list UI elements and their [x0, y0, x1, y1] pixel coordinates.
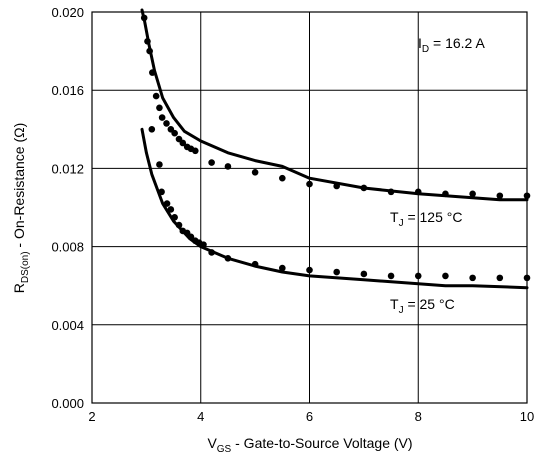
series-1-point-6	[175, 221, 183, 229]
series-0-point-19	[306, 180, 313, 188]
id-annotation: ID = 16.2 A	[418, 35, 485, 55]
grid	[92, 12, 527, 403]
series-0-point-21	[360, 184, 368, 192]
series-label-125c: TJ = 125 °C	[390, 209, 462, 229]
series-1-point-16	[279, 264, 286, 272]
x-tick-label-1: 4	[197, 409, 204, 424]
series-0-point-18	[279, 174, 286, 182]
series-1-point-22	[442, 272, 449, 280]
series-0-line	[140, 8, 529, 202]
series-0	[140, 8, 531, 202]
series-1-point-21	[414, 272, 422, 280]
x-tick-label-4: 10	[520, 409, 534, 424]
series-1-point-14	[224, 255, 232, 262]
series-0-point-25	[469, 190, 476, 198]
plot-frame	[91, 11, 528, 404]
series-1-point-2	[158, 188, 165, 196]
series-0-point-23	[414, 188, 422, 196]
series-0-point-7	[163, 120, 170, 127]
series-0-point-26	[496, 192, 504, 200]
series-1-point-12	[200, 241, 207, 248]
y-tick-label-1: 0.004	[51, 318, 84, 333]
series-0-point-17	[251, 169, 259, 176]
series-0-point-6	[158, 114, 166, 121]
series-1-point-23	[469, 274, 476, 282]
series-1-point-13	[208, 249, 215, 256]
series-0-point-4	[152, 92, 160, 100]
y-tick-label-2: 0.008	[51, 240, 84, 255]
series-0-point-1	[144, 38, 151, 45]
series-1-point-17	[306, 266, 313, 274]
series-0-point-3	[149, 69, 156, 76]
y-tick-label-3: 0.012	[51, 161, 84, 176]
x-tick-label-2: 6	[306, 409, 313, 424]
y-tick-labels: 0.000 0.004 0.008 0.012 0.016 0.020	[51, 5, 84, 411]
series-1-point-18	[333, 268, 340, 276]
series-0-point-22	[387, 188, 395, 196]
y-tick-label-5: 0.020	[51, 5, 84, 20]
series-0-point-5	[156, 104, 163, 112]
series-0-point-24	[442, 190, 449, 198]
series-0-point-11	[179, 139, 187, 147]
series-1-point-1	[156, 161, 163, 168]
x-axis-title: VGS - Gate-to-Source Voltage (V)	[207, 435, 412, 455]
x-tick-label-3: 8	[415, 409, 422, 424]
series-1-point-19	[360, 270, 368, 278]
x-tick-labels: 2 4 6 8 10	[88, 409, 534, 424]
y-axis-title: RDS(on) - On-Resistance (Ω)	[11, 123, 31, 294]
series-1-point-15	[251, 260, 259, 268]
series-1-point-25	[523, 274, 531, 282]
series-1-point-20	[387, 272, 395, 280]
series-1-point-9	[187, 233, 195, 241]
series	[140, 8, 531, 290]
series-1-point-4	[167, 206, 175, 213]
series-0-point-0	[140, 14, 148, 22]
series-0-point-14	[192, 147, 199, 155]
series-0-point-15	[208, 159, 215, 166]
series-0-point-16	[224, 163, 232, 170]
series-1	[140, 126, 531, 290]
series-1-point-5	[171, 213, 178, 221]
series-0-point-2	[146, 47, 153, 55]
series-1-line	[140, 127, 529, 290]
series-1-point-0	[148, 126, 156, 133]
series-label-25c: TJ = 25 °C	[390, 296, 455, 316]
series-0-point-9	[171, 129, 178, 137]
y-tick-label-0: 0.000	[51, 396, 84, 411]
series-0-point-27	[523, 192, 531, 200]
series-1-point-24	[496, 274, 504, 282]
series-1-point-3	[163, 200, 171, 207]
series-0-point-20	[333, 182, 340, 190]
x-tick-label-0: 2	[88, 409, 95, 424]
y-tick-label-4: 0.016	[51, 83, 84, 98]
